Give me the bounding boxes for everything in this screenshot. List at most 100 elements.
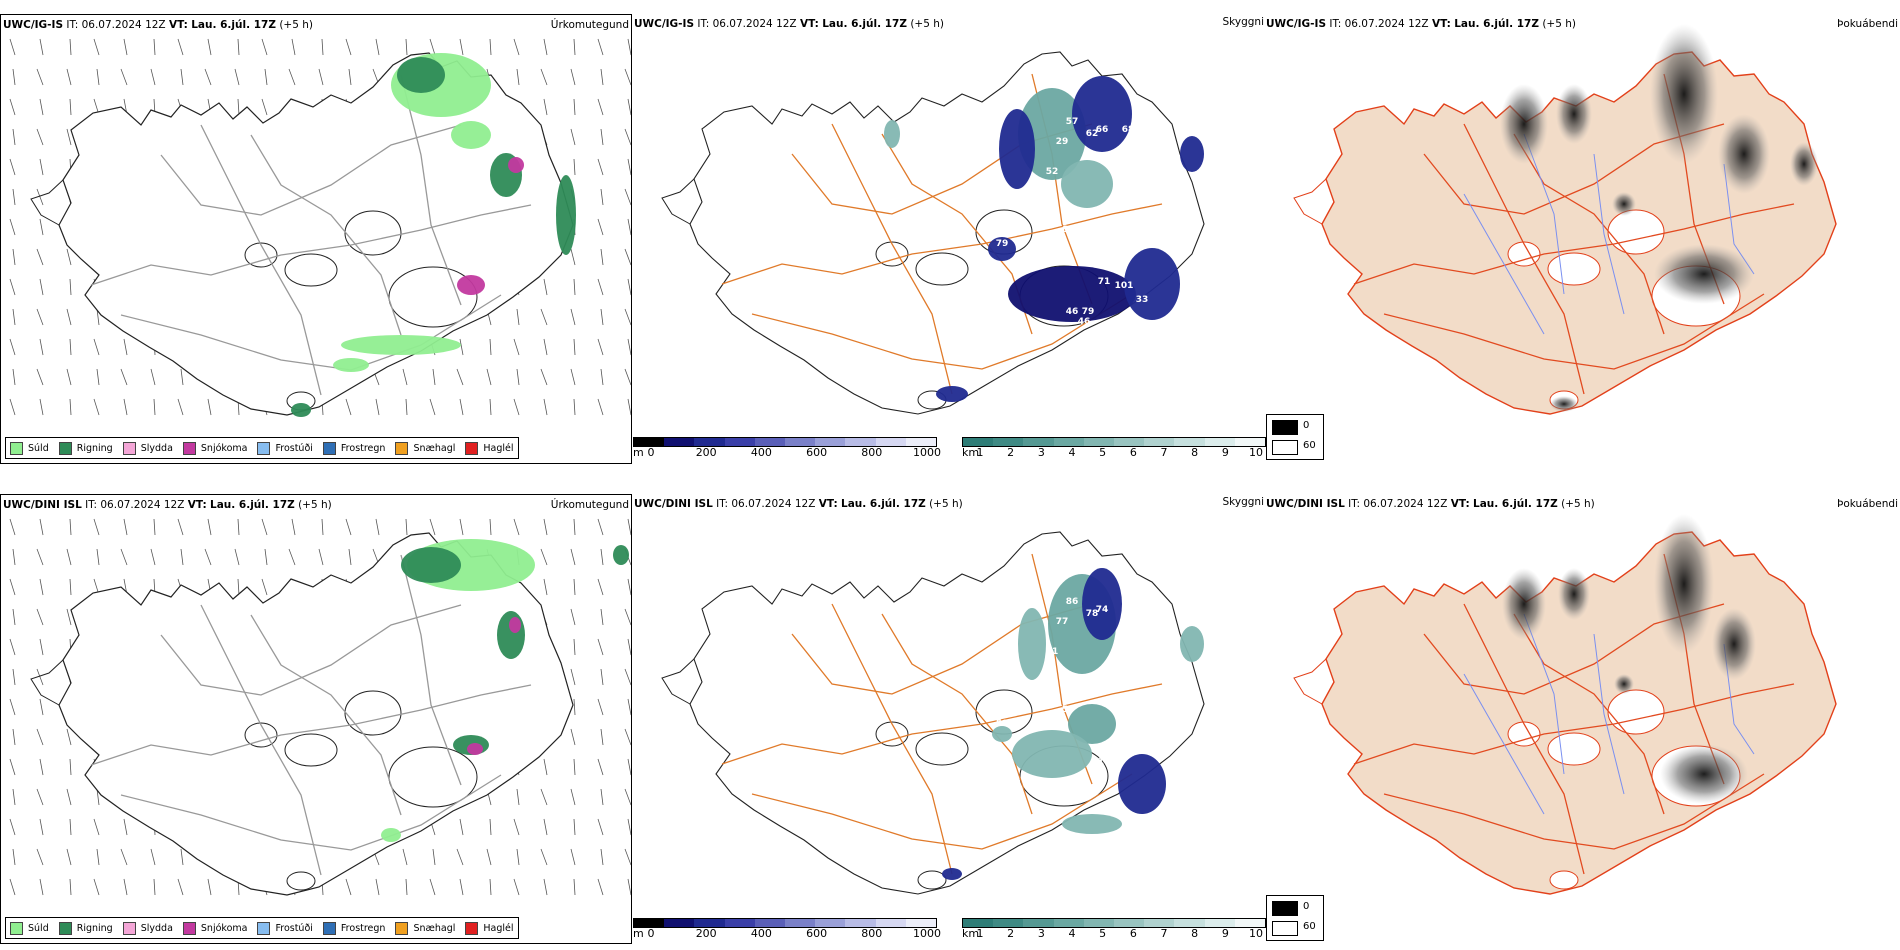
wind-barb <box>93 878 100 896</box>
colorbar-swatches <box>962 437 1266 447</box>
river <box>1523 133 1565 295</box>
wind-barb <box>375 878 380 896</box>
wind-barb <box>237 98 240 116</box>
wind-barb <box>180 68 184 86</box>
precip-type-label: Úrkomutegund <box>550 499 629 511</box>
colorbar-swatch <box>664 438 695 446</box>
wind-barb <box>39 338 44 356</box>
wind-barb <box>570 68 576 86</box>
colorbar-unit: km <box>962 446 980 459</box>
wind-barb <box>9 818 16 836</box>
colorbar-swatch <box>1023 919 1054 927</box>
wind-barb <box>9 38 16 56</box>
wind-barb <box>261 38 268 56</box>
wind-barb <box>348 548 352 566</box>
road <box>751 773 1133 850</box>
visibility-value: 11 <box>1098 757 1111 767</box>
fog-area <box>1654 244 1754 304</box>
wind-barb <box>39 878 44 896</box>
river <box>1523 613 1565 775</box>
colorbar-tick: 400 <box>750 927 772 940</box>
colorbar-swatch <box>785 438 816 446</box>
wind-barb <box>93 818 100 836</box>
wind-barb <box>69 758 72 776</box>
wind-barb <box>597 398 604 416</box>
wind-barb <box>429 38 436 56</box>
wind-barb <box>96 68 100 86</box>
legend-swatch <box>58 441 72 455</box>
wind-barb <box>624 848 631 866</box>
wind-barb <box>624 308 631 326</box>
wind-barb <box>573 638 576 656</box>
wind-barb <box>459 818 464 836</box>
wind-barb <box>489 398 492 416</box>
colorbar-swatch <box>1234 919 1266 927</box>
colorbar-swatch <box>1144 438 1175 446</box>
wind-barb <box>36 128 44 146</box>
colorbar-swatch <box>1083 919 1115 927</box>
fog-area <box>1712 608 1756 680</box>
colorbar-tick: 600 <box>806 446 828 459</box>
wind-barb <box>12 788 16 806</box>
fog-area <box>1612 192 1636 216</box>
wind-barb <box>345 518 352 536</box>
wind-barb <box>540 308 548 326</box>
wind-barb <box>123 518 128 536</box>
wind-barb <box>489 518 492 536</box>
precip-type-panel-bottom: UWC/DINI ISL IT: 06.07.2024 12Z VT: Lau.… <box>0 494 632 944</box>
visibility-value: 11 <box>1046 647 1059 657</box>
colorbar-swatch <box>1234 438 1266 446</box>
legend-swatch <box>10 921 23 935</box>
wind-barb <box>9 578 16 596</box>
colorbar-swatch <box>963 919 994 927</box>
colorbar-swatch <box>1204 919 1235 927</box>
legend-item: Frostúði <box>257 921 313 935</box>
colorbar-swatch <box>1144 919 1175 927</box>
wind-barb <box>597 758 604 776</box>
visibility-value: 46 <box>1066 307 1079 317</box>
visibility-value: 46 <box>1078 317 1091 327</box>
wind-barb <box>177 518 184 536</box>
wind-barb <box>570 308 576 326</box>
colorbar-tick: 10 <box>1249 446 1263 459</box>
fog-label: Þokuábendi <box>1837 498 1898 510</box>
cloud-area <box>1124 248 1180 320</box>
visibility-colorbar-bottom: km 1 2 3 4 5 6 7 8 9 10 <box>962 918 1266 942</box>
fog-area <box>1660 744 1748 804</box>
road <box>90 204 532 286</box>
wind-barb <box>69 98 72 116</box>
precip-type-map <box>9 38 631 417</box>
visibility-value: 66 <box>1096 125 1109 135</box>
wind-barb <box>513 878 520 896</box>
wind-barb <box>573 398 576 416</box>
colorbar-tick: 2 <box>1007 446 1015 459</box>
legend-item: Frostregn <box>322 921 385 935</box>
wind-barb <box>69 278 72 296</box>
glacier <box>286 871 316 891</box>
road <box>751 293 1133 370</box>
wind-barb <box>516 368 520 386</box>
colorbar-swatches <box>962 918 1266 928</box>
wind-barb <box>207 38 212 56</box>
river <box>1593 153 1625 315</box>
panel-title: UWC/DINI ISL IT: 06.07.2024 12Z VT: Lau.… <box>3 499 332 511</box>
wind-barb <box>66 308 72 326</box>
wind-barb <box>12 368 16 386</box>
legend-item: Rigning <box>58 921 113 935</box>
legend-swatch <box>322 921 336 935</box>
legend-item: Snjókoma <box>182 441 248 455</box>
precip-area <box>508 157 524 173</box>
visibility-value: 71 <box>1166 171 1179 181</box>
wind-barb <box>66 788 72 806</box>
glacier <box>1549 870 1579 890</box>
wind-barb <box>288 548 296 566</box>
colorbar-tick: 0 <box>647 446 655 459</box>
wind-barb <box>39 38 44 56</box>
colorbar-tick: 6 <box>1129 927 1137 940</box>
legend-item: Frostúði <box>257 441 313 455</box>
legend-swatch <box>257 441 271 455</box>
road <box>1463 123 1585 395</box>
wind-barb <box>543 98 548 116</box>
legend-label: Snjókoma <box>200 442 248 454</box>
